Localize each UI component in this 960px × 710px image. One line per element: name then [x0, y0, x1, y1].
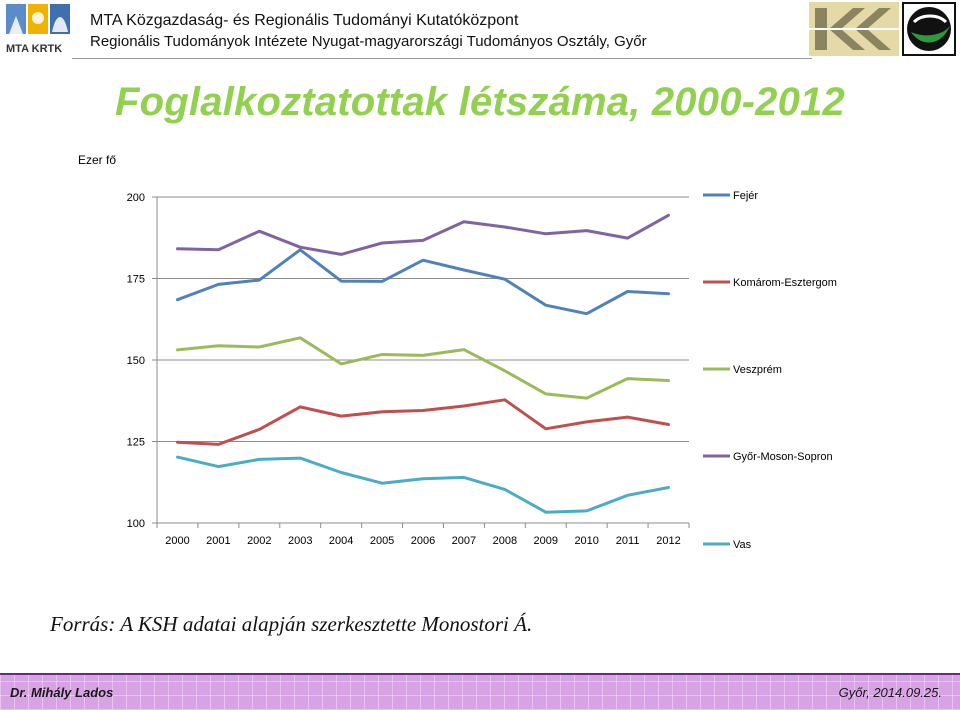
x-tick-label: 2001 — [206, 535, 230, 547]
line-chart: Ezer fő 100 125 150 175 200 2000 2001 2002 2003… — [78, 153, 837, 551]
y-axis-label: Ezer fő — [78, 153, 116, 167]
logo-text: MTA KRTK — [6, 43, 62, 55]
legend-entry: Veszprém — [733, 364, 782, 376]
y-tick-label: 150 — [127, 355, 145, 367]
series-line-fej-r — [176, 248, 670, 316]
series-line-kom-rom-esztergom — [176, 398, 670, 446]
y-tick-label: 125 — [127, 437, 145, 449]
gridlines — [157, 196, 689, 442]
legend: Fejér Komárom-Esztergom Veszprém Győr-Moson… — [703, 190, 837, 551]
mta-krtk-logo: MTA KRTK — [6, 4, 70, 55]
header-divider — [72, 58, 812, 59]
x-tick-label: 2012 — [656, 535, 680, 547]
footer-date: Győr, 2014.09.25. — [838, 685, 942, 700]
x-tick-label: 2011 — [616, 535, 640, 547]
x-tick-label: 2006 — [411, 535, 435, 547]
series-lines — [176, 213, 670, 514]
x-tick-label: 2002 — [247, 535, 271, 547]
y-tick-label: 200 — [127, 192, 145, 204]
page-title: Foglalkoztatottak létszáma, 2000-2012 — [115, 80, 845, 124]
x-tick-label: 2000 — [165, 535, 189, 547]
y-tick-label: 100 — [127, 518, 145, 530]
y-tick-labels: 100 125 150 175 200 — [127, 192, 145, 530]
rkk-logo — [809, 2, 899, 56]
x-tick-label: 2008 — [493, 535, 517, 547]
x-tick-label: 2010 — [574, 535, 598, 547]
source-note: Forrás: A KSH adatai alapján szerkesztet… — [50, 612, 533, 636]
footer-author: Dr. Mihály Lados — [10, 685, 114, 700]
institute-division: Regionális Tudományok Intézete Nyugat-ma… — [90, 33, 647, 50]
x-tick-label: 2004 — [329, 535, 353, 547]
legend-entry: Fejér — [733, 190, 758, 202]
series-line-vas — [176, 455, 670, 514]
y-tick-label: 175 — [127, 274, 145, 286]
institute-name: MTA Közgazdaság- és Regionális Tudományi… — [90, 12, 519, 29]
x-tick-label: 2005 — [370, 535, 394, 547]
footer-bar: Dr. Mihály Lados Győr, 2014.09.25. — [0, 673, 960, 710]
series-line-gy-r-moson-sopron — [176, 213, 670, 256]
header: MTA KRTK MTA Közgazdaság- és Regionális … — [0, 0, 960, 60]
series-line-veszpr-m — [176, 336, 670, 400]
legend-entry: Győr-Moson-Sopron — [733, 451, 833, 463]
legend-entry: Vas — [733, 539, 752, 551]
legend-entry: Komárom-Esztergom — [733, 277, 837, 289]
axes — [152, 196, 690, 528]
x-tick-label: 2009 — [534, 535, 558, 547]
x-tick-labels: 2000 2001 2002 2003 2004 2005 2006 2007 2008 2009… — [165, 535, 681, 547]
x-tick-label: 2003 — [288, 535, 312, 547]
university-logo — [902, 2, 956, 56]
x-tick-label: 2007 — [452, 535, 476, 547]
